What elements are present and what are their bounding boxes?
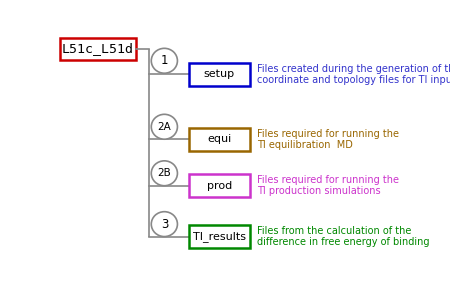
FancyBboxPatch shape: [189, 128, 250, 151]
Text: 2B: 2B: [158, 168, 171, 178]
Text: TI production simulations: TI production simulations: [257, 186, 380, 196]
Text: Files required for running the: Files required for running the: [257, 129, 399, 139]
Text: prod: prod: [207, 181, 232, 191]
Text: difference in free energy of binding: difference in free energy of binding: [257, 237, 429, 247]
Text: 1: 1: [161, 54, 168, 67]
Ellipse shape: [151, 114, 177, 139]
Text: Files from the calculation of the: Files from the calculation of the: [257, 226, 411, 236]
FancyBboxPatch shape: [189, 225, 250, 248]
FancyBboxPatch shape: [189, 63, 250, 86]
Text: Files created during the generation of the: Files created during the generation of t…: [257, 64, 450, 74]
Text: setup: setup: [204, 69, 235, 79]
Ellipse shape: [151, 48, 177, 73]
Text: TI equilibration  MD: TI equilibration MD: [257, 140, 353, 149]
Text: 2A: 2A: [158, 122, 171, 132]
Text: L51c_L51d: L51c_L51d: [62, 42, 134, 55]
Ellipse shape: [151, 212, 177, 237]
Ellipse shape: [151, 161, 177, 186]
Text: Files required for running the: Files required for running the: [257, 175, 399, 185]
Text: 3: 3: [161, 217, 168, 231]
FancyBboxPatch shape: [60, 38, 136, 60]
Text: coordinate and topology files for TI input: coordinate and topology files for TI inp…: [257, 75, 450, 85]
FancyBboxPatch shape: [189, 174, 250, 197]
Text: TI_results: TI_results: [193, 231, 246, 242]
Text: equi: equi: [207, 134, 231, 144]
